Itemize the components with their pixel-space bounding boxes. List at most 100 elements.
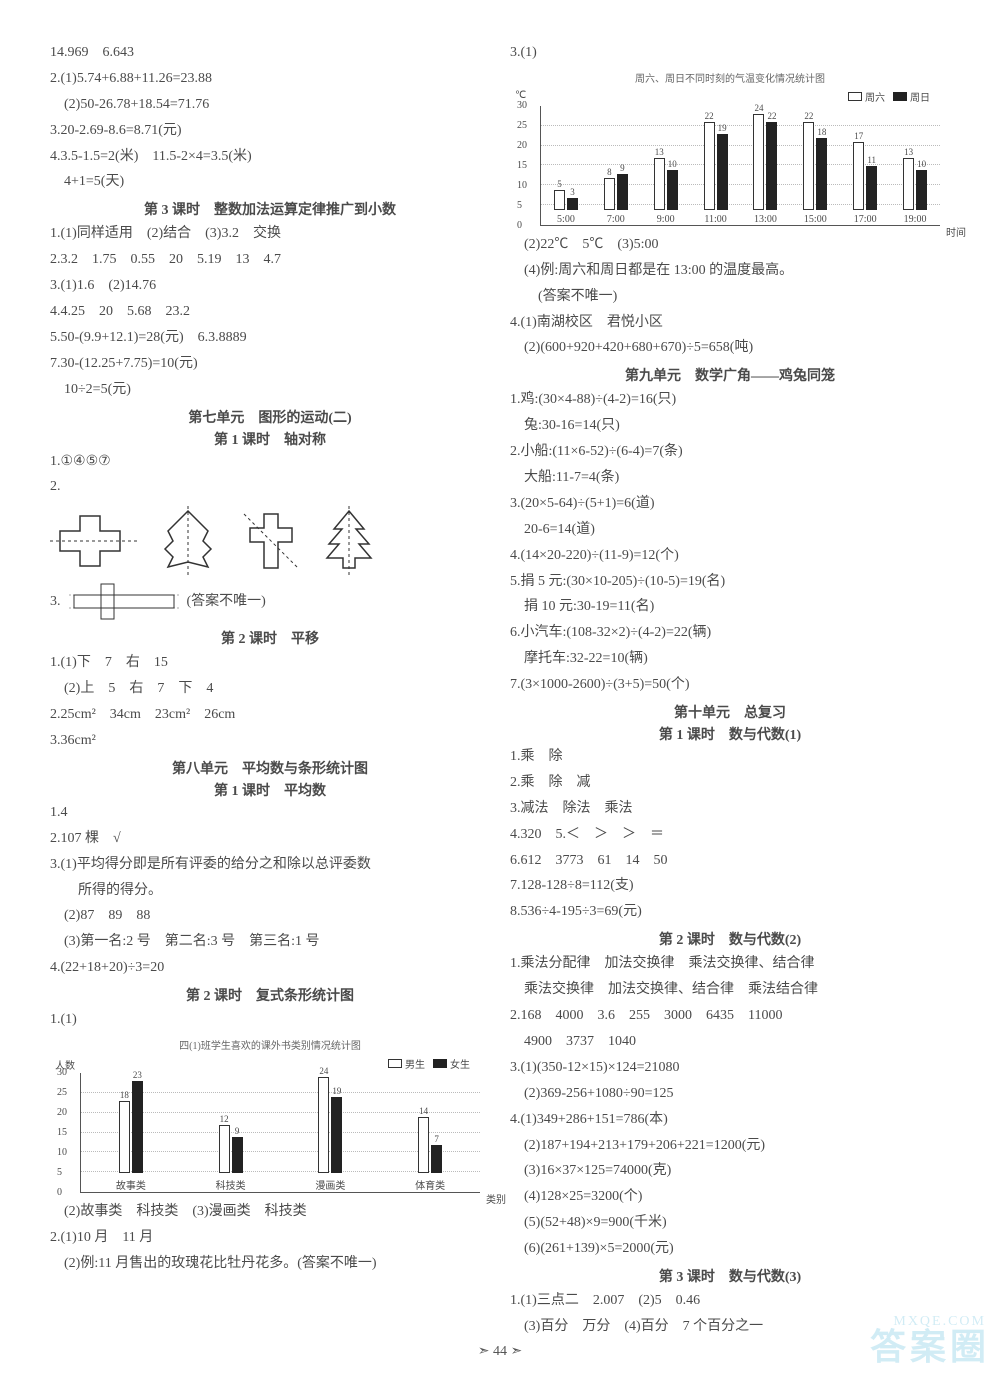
text-line: 14.969 6.643: [50, 40, 490, 66]
unit-heading: 第十单元 总复习: [510, 702, 950, 722]
symmetry-shape-4: [314, 506, 384, 576]
symmetry-shape-3: [236, 506, 306, 576]
text-line: 2.107 棵 √: [50, 826, 490, 852]
unit-heading: 第九单元 数学广角——鸡兔同笼: [510, 365, 950, 385]
text-line: (2)上 5 右 7 下 4: [50, 676, 490, 702]
text-line: 4.(1)南湖校区 君悦小区: [510, 310, 950, 336]
right-column: 3.(1) 周六、周日不同时刻的气温变化情况统计图 周六周日 ℃ 时间 3025…: [510, 40, 950, 1340]
text-line: 20-6=14(道): [510, 517, 950, 543]
lesson-heading: 第 2 课时 复式条形统计图: [50, 985, 490, 1005]
lesson-heading: 第 3 课时 整数加法运算定律推广到小数: [50, 199, 490, 219]
watermark-text: 答案圈: [870, 1318, 990, 1370]
unit-heading: 第八单元 平均数与条形统计图: [50, 758, 490, 778]
text-line: 1.①④⑤⑦: [50, 449, 490, 475]
lesson-heading: 第 3 课时 数与代数(3): [510, 1266, 950, 1286]
text-line: 8.536÷4-195÷3=69(元): [510, 899, 950, 925]
text-line: 3.(1): [510, 40, 950, 66]
text-line: 大船:11-7=4(条): [510, 465, 950, 491]
grid-shape-row: 3. (答案不唯一): [50, 582, 490, 622]
text-line: (2)22℃ 5℃ (3)5:00: [510, 232, 950, 258]
text-line: 4+1=5(天): [50, 169, 490, 195]
text-line: (4)例:周六和周日都是在 13:00 的温度最高。: [510, 258, 950, 284]
text-line: 兔:30-16=14(只): [510, 413, 950, 439]
text-line: 1.(1): [50, 1007, 490, 1033]
text-line: 1.乘 除: [510, 744, 950, 770]
text-line: 1.(1)三点二 2.007 (2)5 0.46: [510, 1288, 950, 1314]
text-line: 4.3.5-1.5=2(米) 11.5-2×4=3.5(米): [50, 144, 490, 170]
left-column: 14.969 6.643 2.(1)5.74+6.88+11.26=23.88 …: [50, 40, 490, 1340]
text-line: 3.20-2.69-8.6=8.71(元): [50, 118, 490, 144]
bar-chart-area: 人数 类别 3025201510501823故事类129科技类2419漫画类14…: [80, 1073, 480, 1193]
text-line: 2.(1)5.74+6.88+11.26=23.88: [50, 66, 490, 92]
lesson-heading: 第 1 课时 轴对称: [50, 429, 490, 449]
text-line: (3)第一名:2 号 第二名:3 号 第三名:1 号: [50, 929, 490, 955]
lesson-heading: 第 2 课时 平移: [50, 628, 490, 648]
text-line: (5)(52+48)×9=900(千米): [510, 1210, 950, 1236]
lesson-heading: 第 1 课时 平均数: [50, 780, 490, 800]
x-axis-label: 类别: [486, 1191, 506, 1206]
text-line: (6)(261+139)×5=2000(元): [510, 1236, 950, 1262]
chart-legend: 男生女生: [50, 1056, 490, 1071]
text-line: 1.4: [50, 800, 490, 826]
text-line: 7.128-128÷8=112(支): [510, 873, 950, 899]
x-axis-label: 时间: [946, 224, 966, 239]
text-line: 4900 3737 1040: [510, 1029, 950, 1055]
text-line: (2)369-256+1080÷90=125: [510, 1081, 950, 1107]
text-line: 3.减法 除法 乘法: [510, 796, 950, 822]
text-line: 4.(14×20-220)÷(11-9)=12(个): [510, 543, 950, 569]
text-line: (3)16×37×125=74000(克): [510, 1158, 950, 1184]
text-line: 7.30-(12.25+7.75)=10(元): [50, 351, 490, 377]
page-number-value: 44: [493, 1344, 507, 1359]
text-line: 4.4.25 20 5.68 23.2: [50, 299, 490, 325]
text-line: 1.鸡:(30×4-88)÷(4-2)=16(只): [510, 387, 950, 413]
text-line: 6.小汽车:(108-32×2)÷(4-2)=22(辆): [510, 620, 950, 646]
text-line: (4)128×25=3200(个): [510, 1184, 950, 1210]
symmetry-shape-2: [148, 506, 228, 576]
text-line: 3.(1)1.6 (2)14.76: [50, 273, 490, 299]
temperature-chart: 周六、周日不同时刻的气温变化情况统计图 周六周日 ℃ 时间 3025201510…: [510, 70, 950, 226]
text-line: 1.(1)下 7 右 15: [50, 650, 490, 676]
text-line: 捐 10 元:30-19=11(名): [510, 594, 950, 620]
two-column-layout: 14.969 6.643 2.(1)5.74+6.88+11.26=23.88 …: [50, 40, 950, 1340]
text-line: (2)例:11 月售出的玫瑰花比牡丹花多。(答案不唯一): [50, 1251, 490, 1277]
chart-title: 周六、周日不同时刻的气温变化情况统计图: [510, 70, 950, 85]
text-line: 1.乘法分配律 加法交换律 乘法交换律、结合律: [510, 951, 950, 977]
symmetry-shape-1: [50, 506, 140, 576]
unit-heading: 第七单元 图形的运动(二): [50, 407, 490, 427]
text-line: (2)故事类 科技类 (3)漫画类 科技类: [50, 1199, 490, 1225]
text-line: 3.(20×5-64)÷(5+1)=6(道): [510, 491, 950, 517]
text-line: 5.捐 5 元:(30×10-205)÷(10-5)=19(名): [510, 569, 950, 595]
text-line: (答案不唯一): [187, 589, 266, 615]
text-line: 2.(1)10 月 11 月: [50, 1225, 490, 1251]
text-line: 5.50-(9.9+12.1)=28(元) 6.3.8889: [50, 325, 490, 351]
text-line: 3.(1)平均得分即是所有评委的给分之和除以总评委数: [50, 852, 490, 878]
text-line: 1.(1)同样适用 (2)结合 (3)3.2 交换: [50, 221, 490, 247]
text-line: 2.25cm² 34cm 23cm² 26cm: [50, 702, 490, 728]
text-line: 6.612 3773 61 14 50: [510, 848, 950, 874]
chart-title: 四(1)班学生喜欢的课外书类别情况统计图: [50, 1037, 490, 1052]
lesson-heading: 第 2 课时 数与代数(2): [510, 929, 950, 949]
text-line: 2.168 4000 3.6 255 3000 6435 11000: [510, 1003, 950, 1029]
text-line: 3.(1)(350-12×15)×124=21080: [510, 1055, 950, 1081]
text-line: 3.36cm²: [50, 728, 490, 754]
text-line: 4.320 5.＜ ＞ ＞ ＝: [510, 822, 950, 848]
text-line: 7.(3×1000-2600)÷(3+5)=50(个): [510, 672, 950, 698]
text-line: (答案不唯一): [510, 284, 950, 310]
text-line: 2.乘 除 减: [510, 770, 950, 796]
page-number: ➣ 44 ➣: [0, 1343, 1000, 1360]
text-line: 10÷2=5(元): [50, 377, 490, 403]
lesson-heading: 第 1 课时 数与代数(1): [510, 724, 950, 744]
text-line: 3.: [50, 589, 61, 615]
text-line: (2)(600+920+420+680+670)÷5=658(吨): [510, 335, 950, 361]
text-line: 2.3.2 1.75 0.55 20 5.19 13 4.7: [50, 247, 490, 273]
text-line: 乘法交换律 加法交换律、结合律 乘法结合律: [510, 977, 950, 1003]
chart-legend: 周六周日: [510, 89, 950, 104]
text-line: 摩托车:32-22=10(辆): [510, 646, 950, 672]
text-line: 4.(1)349+286+151=786(本): [510, 1107, 950, 1133]
text-line: (2)50-26.78+18.54=71.76: [50, 92, 490, 118]
bar-chart-area: ℃ 时间 302520151050535:00897:0013109:00221…: [540, 106, 940, 226]
text-line: (2)187+194+213+179+206+221=1200(元): [510, 1133, 950, 1159]
text-line: 所得的得分。: [50, 878, 490, 904]
grid-cross-shape: [69, 582, 179, 622]
book-category-chart: 四(1)班学生喜欢的课外书类别情况统计图 男生女生 人数 类别 30252015…: [50, 1037, 490, 1193]
